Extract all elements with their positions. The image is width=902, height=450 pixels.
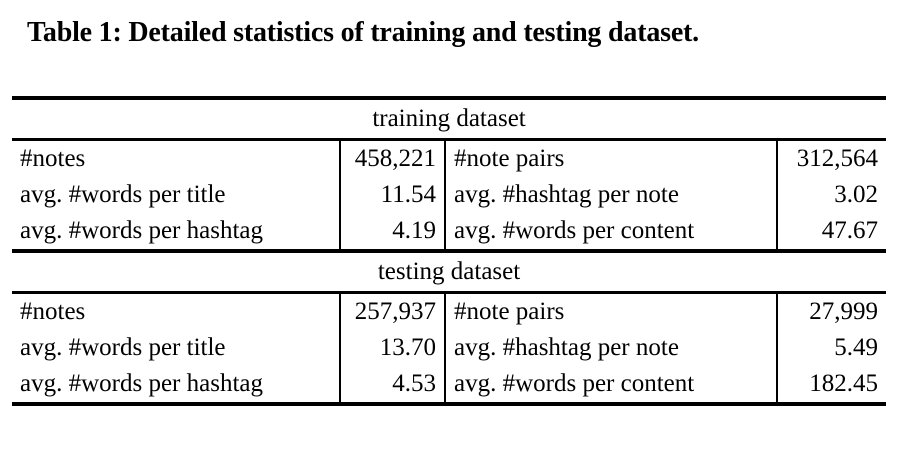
stat-label: avg. #hashtag per note [445,330,778,366]
stat-label: avg. #words per title [12,330,341,366]
stat-label: avg. #words per hashtag [12,366,341,404]
stat-label: avg. #words per content [445,366,778,404]
stat-value: 13.70 [340,330,446,366]
table-row: avg. #words per hashtag 4.53 avg. #words… [12,366,886,404]
table-row: avg. #words per hashtag 4.19 avg. #words… [12,213,886,251]
section-row-training: training dataset [12,98,887,141]
stat-value: 257,937 [340,292,446,330]
stat-value: 458,221 [340,139,446,177]
stat-label: #note pairs [445,139,778,177]
stat-value: 4.53 [340,366,446,404]
table-row: avg. #words per title 13.70 avg. #hashta… [12,330,886,366]
section-header-testing: testing dataset [12,249,887,294]
stat-value: 4.19 [340,213,446,251]
stat-label: avg. #words per hashtag [12,213,341,251]
stat-value: 27,999 [809,298,879,325]
statistics-table: training dataset #notes 458,221 #note pa… [12,96,887,406]
stat-label: #note pairs [445,292,778,330]
stat-value: 3.02 [834,181,879,208]
section-header-training: training dataset [12,98,887,141]
stat-value: 182.45 [809,370,879,397]
stat-label: #notes [12,139,341,177]
stat-value: 11.54 [340,177,446,213]
stat-value: 47.67 [821,217,879,244]
stat-value: 5.49 [834,334,879,361]
table-caption: Table 1: Detailed statistics of training… [27,17,699,48]
stat-label: avg. #hashtag per note [445,177,778,213]
table-row: #notes 458,221 #note pairs 312,564 [12,139,886,177]
table-row: #notes 257,937 #note pairs 27,999 [12,292,886,330]
stat-label: avg. #words per content [445,213,778,251]
stat-value: 312,564 [796,145,879,172]
table-row: avg. #words per title 11.54 avg. #hashta… [12,177,886,213]
section-row-testing: testing dataset [12,249,887,294]
stat-label: #notes [12,292,341,330]
stat-label: avg. #words per title [12,177,341,213]
